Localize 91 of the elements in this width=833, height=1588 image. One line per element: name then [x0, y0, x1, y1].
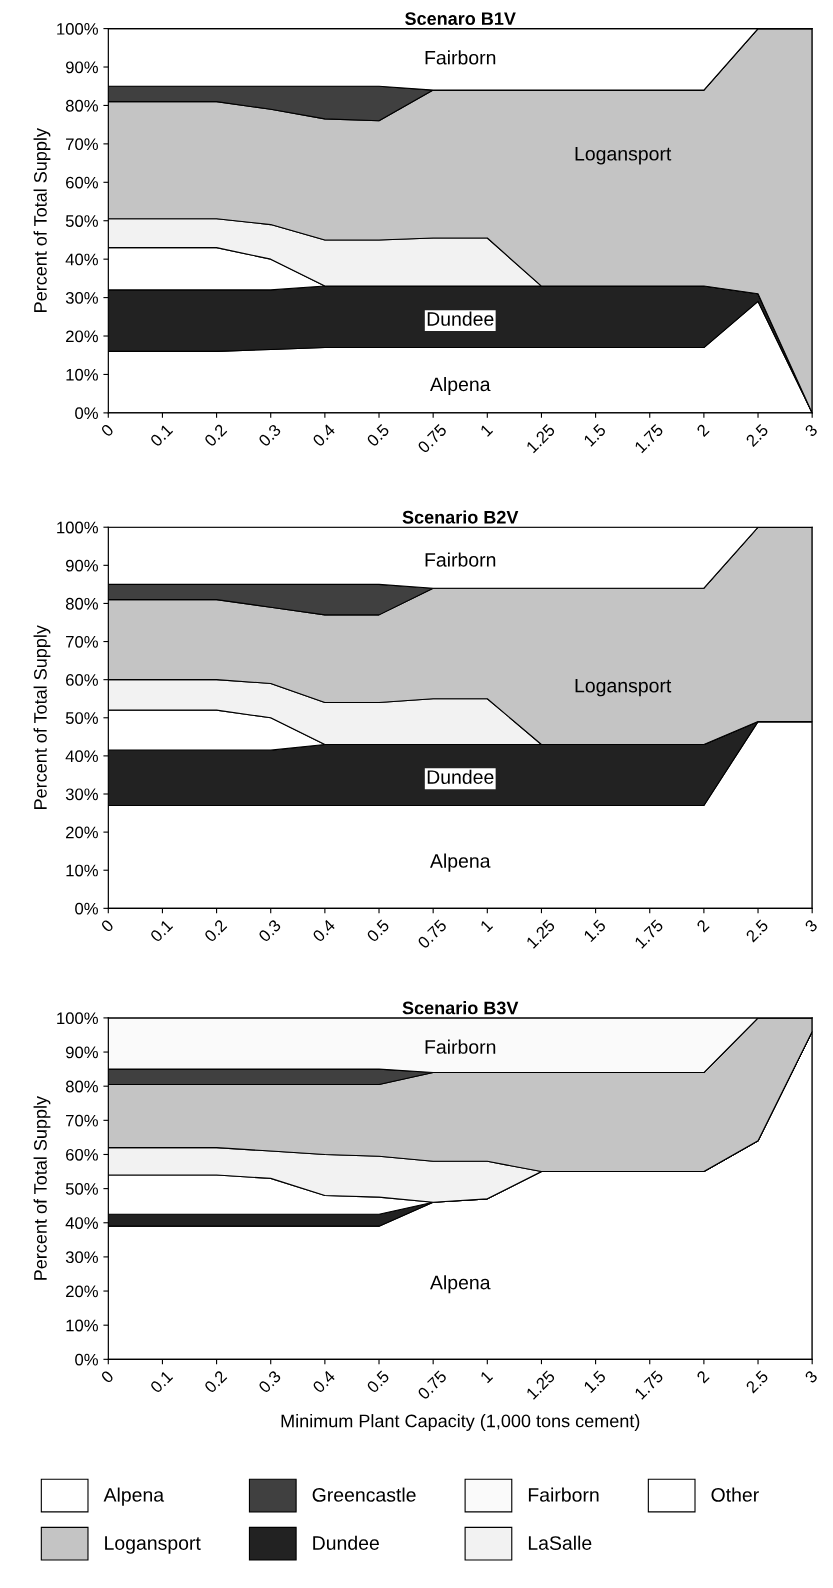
x-tick-label: 3: [804, 918, 819, 933]
legend-label: LaSalle: [528, 1535, 592, 1550]
y-tick-label: 0%: [75, 902, 98, 915]
x-tick-label: 0.5: [366, 423, 390, 448]
legend-label: Dundee: [313, 1535, 379, 1550]
x-tick-label: 0.3: [257, 423, 282, 448]
chart-title: Scenario B2V: [402, 510, 519, 524]
x-tick-label: 0: [100, 1369, 115, 1384]
x-tick-label: 0.1: [149, 918, 174, 943]
x-axis-title: Minimum Plant Capacity (1,000 tons cement): [281, 1414, 640, 1431]
y-tick-label: 10%: [66, 1319, 98, 1332]
y-tick-label: 0%: [75, 1353, 98, 1366]
y-tick-label: 80%: [65, 597, 98, 610]
y-tick-label: 60%: [66, 674, 98, 686]
x-tick-label: 1.5: [583, 918, 607, 943]
y-tick-label: 90%: [65, 1046, 98, 1059]
y-tick-label: 30%: [65, 1251, 98, 1264]
legend-label: Other: [711, 1487, 759, 1502]
series-label: Logansport: [575, 147, 672, 165]
x-tick-label: 0.5: [366, 1369, 390, 1394]
x-tick-label: 1: [479, 919, 494, 933]
y-tick-label: 20%: [66, 1285, 98, 1298]
chart-title: Scenario B3V: [402, 1001, 519, 1015]
x-tick-label: 0: [100, 918, 115, 933]
chart-title: Scenaro B1V: [405, 12, 516, 26]
x-tick-label: 0.3: [257, 1369, 282, 1394]
x-tick-label: 0.2: [203, 423, 228, 448]
y-tick-label: 40%: [65, 750, 98, 763]
y-tick-label: 50%: [65, 1183, 98, 1195]
x-tick-label: 1: [479, 423, 494, 437]
y-tick-label: 40%: [65, 1217, 98, 1229]
x-tick-label: 3: [804, 1369, 819, 1384]
y-axis-title: Percent of Total Supply: [33, 128, 51, 312]
series-label: Alpena: [430, 853, 491, 872]
y-tick-label: 30%: [65, 291, 98, 304]
legend-label: Alpena: [103, 1487, 165, 1506]
y-tick-label: 0%: [75, 407, 98, 420]
x-tick-label: 2: [696, 918, 710, 933]
series-label: Dundee: [427, 769, 494, 784]
y-tick-label: 70%: [66, 635, 98, 648]
y-tick-label: 70%: [66, 1114, 98, 1127]
x-tick-label: 0.4: [311, 1369, 336, 1394]
x-tick-label: 0.4: [311, 423, 336, 448]
text: Fairborn: [425, 1039, 496, 1054]
x-tick-label: 0.75: [416, 423, 448, 454]
y-tick-label: 100%: [57, 521, 98, 534]
y-axis-title: Percent of Total Supply: [33, 1095, 51, 1280]
legend-label: Fairborn: [528, 1487, 599, 1502]
y-tick-label: 80%: [65, 1080, 98, 1093]
x-tick-label: 0.1: [149, 423, 174, 448]
y-axis-title: Percent of Total Supply: [33, 625, 51, 809]
y-tick-label: 70%: [66, 138, 98, 151]
y-tick-label: 90%: [65, 559, 98, 572]
x-tick-label: 2.5: [745, 1369, 769, 1394]
series-label: Logansport: [575, 678, 672, 697]
y-tick-label: 50%: [65, 712, 98, 724]
x-tick-label: 0: [100, 423, 115, 438]
x-tick-label: 2: [696, 1369, 710, 1384]
x-tick-label: 2.5: [745, 918, 769, 943]
y-tick-label: 90%: [65, 61, 98, 74]
y-tick-label: 60%: [66, 1148, 98, 1161]
legend-label: Greencastle: [312, 1487, 416, 1502]
series-label: Dundee: [427, 311, 494, 326]
text: Alpena: [430, 1275, 491, 1294]
x-tick-label: 1.5: [583, 423, 607, 447]
legend-label: Logansport: [105, 1536, 201, 1554]
y-tick-label: 20%: [66, 330, 98, 343]
y-tick-label: 50%: [65, 215, 98, 227]
x-tick-label: 0.3: [257, 918, 282, 943]
x-tick-label: 1: [479, 1370, 494, 1384]
y-tick-label: 40%: [65, 253, 98, 266]
series-label: Fairborn: [425, 552, 496, 567]
x-tick-label: 2.5: [745, 423, 769, 448]
y-tick-label: 80%: [65, 99, 98, 112]
series-label: Fairborn: [425, 50, 496, 65]
y-tick-label: 100%: [57, 22, 98, 35]
x-tick-label: 1.5: [583, 1369, 607, 1394]
series-label: Alpena: [430, 376, 491, 396]
y-tick-label: 10%: [66, 864, 98, 877]
x-tick-label: 2: [696, 423, 710, 438]
x-tick-label: 3: [804, 423, 819, 438]
x-tick-label: 0.4: [311, 918, 336, 943]
y-tick-label: 30%: [65, 788, 98, 801]
x-tick-label: 0.2: [203, 1369, 228, 1394]
x-tick-label: 0.1: [149, 1369, 174, 1394]
x-tick-label: 0.5: [366, 918, 390, 943]
y-tick-label: 100%: [57, 1012, 98, 1025]
y-tick-label: 60%: [66, 176, 98, 189]
x-tick-label: 0.2: [203, 918, 228, 943]
y-tick-label: 10%: [66, 368, 98, 381]
y-tick-label: 20%: [66, 826, 98, 839]
